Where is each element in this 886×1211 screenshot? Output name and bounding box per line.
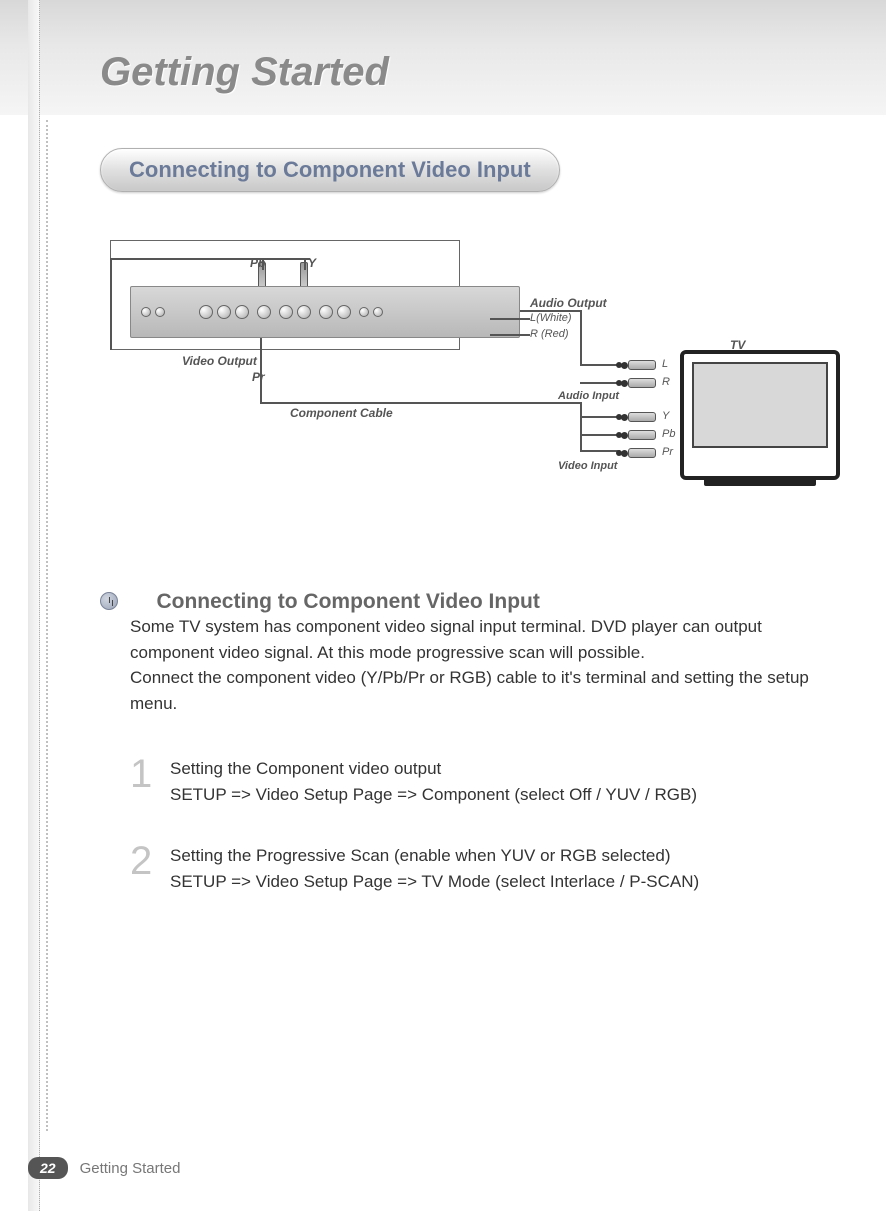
step-number: 2 [130,843,170,894]
label-video-input: Video Input [558,460,617,472]
left-dotted-rule [46,120,48,1131]
label-audio-output: Audio Output [530,296,607,310]
subsection-body: Some TV system has component video signa… [130,614,826,716]
step-line: Setting the Component video output [170,756,697,782]
step-2: 2 Setting the Progressive Scan (enable w… [130,843,826,894]
page-title: Getting Started [100,50,389,95]
label-port-pb: Pb [662,428,675,440]
label-l-white: L(White) [530,312,572,324]
rca-plug-icon [628,430,656,440]
rca-plug-icon [628,360,656,370]
label-port-pr: Pr [662,446,673,458]
step-line: SETUP => Video Setup Page => TV Mode (se… [170,869,699,895]
label-audio-input: Audio Input [558,390,619,402]
bullet-icon [100,592,118,610]
label-port-l: L [662,358,668,370]
rca-plug-icon [628,448,656,458]
dvd-player-rear [130,286,520,338]
connection-diagram: Pb Y Video Output Pr Component Cable Aud… [100,230,830,530]
step-line: Setting the Progressive Scan (enable whe… [170,843,699,869]
step-line: SETUP => Video Setup Page => Component (… [170,782,697,808]
label-r-red: R (Red) [530,328,569,340]
label-port-r: R [662,376,670,388]
label-video-output: Video Output [182,354,257,368]
tv-icon [680,350,840,480]
subsection-heading: Connecting to Component Video Input [156,590,539,613]
section-heading-pill: Connecting to Component Video Input [100,148,560,192]
label-component-cable: Component Cable [290,406,393,420]
subsection: Connecting to Component Video Input Some… [100,590,826,930]
step-number: 1 [130,756,170,807]
footer-section-name: Getting Started [80,1160,181,1177]
label-port-y: Y [662,410,669,422]
subsection-heading-row: Connecting to Component Video Input [100,590,826,614]
left-margin-strip [28,0,40,1211]
rca-plug-icon [628,378,656,388]
rca-plug-icon [628,412,656,422]
label-pr: Pr [252,370,265,384]
page-footer: 22 Getting Started [28,1157,180,1179]
page-number-badge: 22 [28,1157,68,1179]
step-1: 1 Setting the Component video output SET… [130,756,826,807]
